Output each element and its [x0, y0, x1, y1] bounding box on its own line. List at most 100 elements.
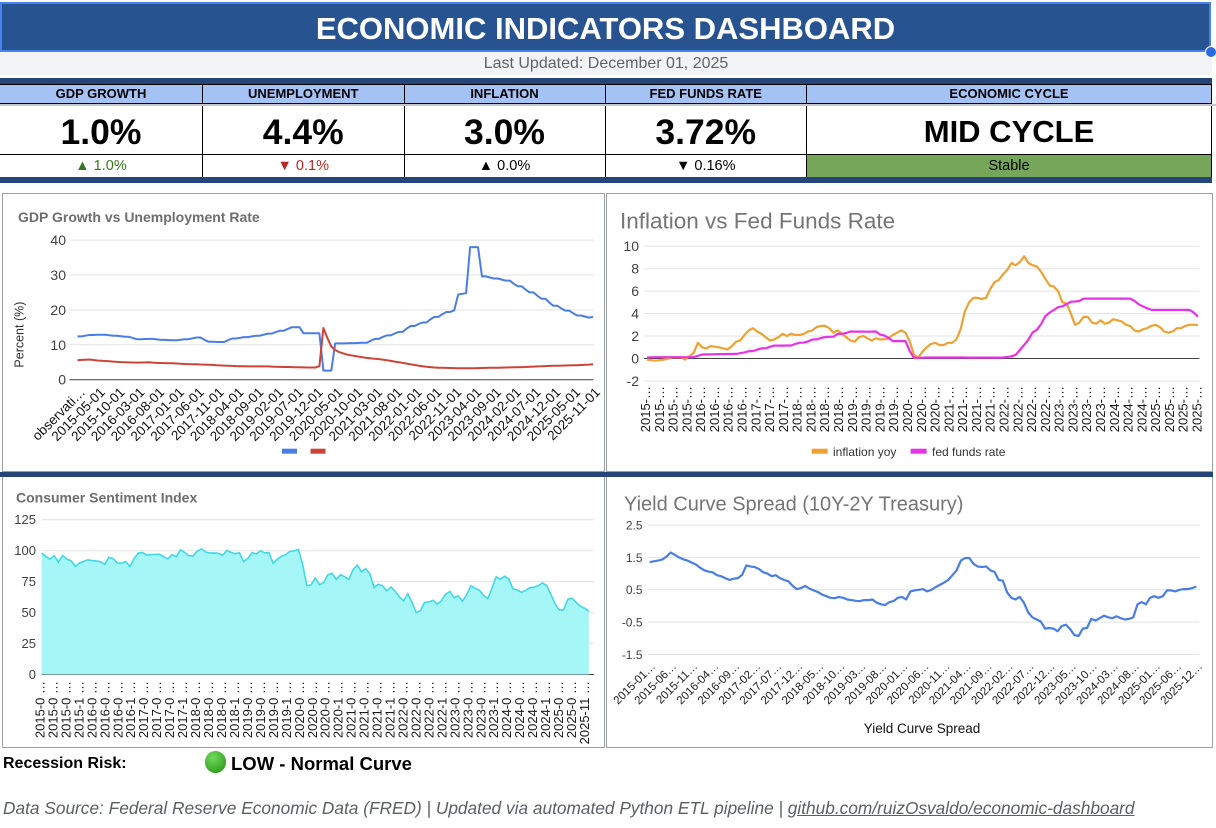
svg-text:2023-1 …: 2023-1 … [486, 681, 501, 738]
svg-text:2018-0 …: 2018-0 … [188, 681, 203, 738]
svg-text:0.5: 0.5 [626, 583, 643, 597]
svg-text:2016-…: 2016-… [707, 386, 722, 432]
svg-text:2021-0 …: 2021-0 … [370, 681, 385, 738]
svg-text:0: 0 [29, 667, 36, 682]
svg-text:2015-0 …: 2015-0 … [46, 681, 61, 738]
svg-text:2018-…: 2018-… [803, 386, 818, 432]
svg-text:10: 10 [623, 238, 639, 254]
svg-text:2017-…: 2017-… [776, 386, 791, 432]
svg-text:50: 50 [22, 605, 36, 620]
svg-text:8: 8 [631, 261, 639, 277]
svg-text:2018-…: 2018-… [790, 386, 805, 432]
svg-text:2017-0 …: 2017-0 … [162, 681, 177, 738]
svg-text:2023-…: 2023-… [1065, 386, 1080, 432]
svg-text:2020-…: 2020-… [914, 386, 929, 432]
svg-text:Percent (%): Percent (%) [13, 302, 27, 368]
svg-text:2024-…: 2024-… [1121, 386, 1136, 432]
svg-text:2022-…: 2022-… [1038, 386, 1053, 432]
svg-text:2018-…: 2018-… [831, 386, 846, 432]
svg-text:2018-0 …: 2018-0 … [201, 681, 216, 738]
svg-text:2022-…: 2022-… [1024, 386, 1039, 432]
svg-text:100: 100 [14, 543, 36, 558]
svg-text:1.5: 1.5 [626, 550, 643, 564]
svg-text:fed funds rate: fed funds rate [932, 445, 1006, 459]
svg-text:2017-…: 2017-… [762, 386, 777, 432]
svg-text:2024-…: 2024-… [1134, 386, 1149, 432]
svg-text:2024-0 …: 2024-0 … [512, 681, 527, 738]
svg-text:2.5: 2.5 [626, 518, 643, 532]
svg-text:2021-…: 2021-… [955, 386, 970, 432]
svg-text:20: 20 [50, 302, 66, 318]
svg-text:2017-1 …: 2017-1 … [175, 681, 190, 738]
svg-text:2016-0 …: 2016-0 … [97, 681, 112, 738]
svg-text:2022-…: 2022-… [1010, 386, 1025, 432]
svg-text:-2: -2 [627, 373, 640, 389]
svg-text:Consumer Sentiment Index: Consumer Sentiment Index [16, 489, 197, 505]
svg-text:2021-…: 2021-… [983, 386, 998, 432]
svg-text:2019-…: 2019-… [886, 386, 901, 432]
svg-text:2015-0 …: 2015-0 … [58, 681, 73, 738]
svg-text:2024-1 …: 2024-1 … [538, 681, 553, 738]
svg-text:2022-0 …: 2022-0 … [409, 681, 424, 738]
svg-text:Yield Curve Spread (10Y-2Y Tre: Yield Curve Spread (10Y-2Y Treasury) [624, 493, 963, 515]
svg-text:2020-0 …: 2020-0 … [292, 681, 307, 738]
svg-text:2023-0 …: 2023-0 … [447, 681, 462, 738]
svg-text:2023-…: 2023-… [1052, 386, 1067, 432]
svg-text:2022-0 …: 2022-0 … [421, 681, 436, 738]
svg-text:2015-0 …: 2015-0 … [33, 681, 48, 738]
svg-text:2021-0 …: 2021-0 … [357, 681, 372, 738]
svg-text:2015-…: 2015-… [652, 386, 667, 432]
svg-text:2017-…: 2017-… [748, 386, 763, 432]
svg-text:2020-…: 2020-… [900, 386, 915, 432]
svg-text:6: 6 [631, 283, 639, 299]
svg-text:2022-…: 2022-… [997, 386, 1012, 432]
svg-text:2019-1 …: 2019-1 … [279, 681, 294, 738]
svg-text:2019-…: 2019-… [859, 386, 874, 432]
svg-text:2: 2 [631, 328, 639, 344]
svg-text:2024-0 …: 2024-0 … [525, 681, 540, 738]
svg-text:2018-0 …: 2018-0 … [214, 681, 229, 738]
svg-text:2015-…: 2015-… [638, 386, 653, 432]
svg-text:2016-0 …: 2016-0 … [84, 681, 99, 738]
svg-text:2025-0 …: 2025-0 … [564, 681, 579, 738]
svg-text:40: 40 [50, 232, 66, 248]
svg-text:2020-1 …: 2020-1 … [331, 681, 346, 738]
svg-text:2023-…: 2023-… [1093, 386, 1108, 432]
svg-text:Inflation vs Fed Funds Rate: Inflation vs Fed Funds Rate [620, 209, 895, 234]
svg-text:2024-…: 2024-… [1107, 386, 1122, 432]
svg-text:125: 125 [14, 512, 36, 527]
svg-text:2016-1 …: 2016-1 … [123, 681, 138, 738]
svg-text:2023-0 …: 2023-0 … [473, 681, 488, 738]
svg-text:2016-…: 2016-… [721, 386, 736, 432]
svg-text:2015-…: 2015-… [679, 386, 694, 432]
svg-text:2025-…: 2025-… [1176, 386, 1191, 432]
svg-text:2019-…: 2019-… [845, 386, 860, 432]
svg-text:2020-…: 2020-… [928, 386, 943, 432]
svg-text:2025-11 …: 2025-11 … [577, 681, 592, 744]
svg-text:4: 4 [631, 306, 639, 322]
svg-text:2025-…: 2025-… [1148, 386, 1163, 432]
svg-text:10: 10 [50, 337, 66, 353]
svg-text:2015-…: 2015-… [666, 386, 681, 432]
svg-text:2025-…: 2025-… [1190, 386, 1205, 432]
svg-text:2023-…: 2023-… [1079, 386, 1094, 432]
svg-text:Yield Curve Spread: Yield Curve Spread [864, 721, 981, 736]
svg-text:0: 0 [631, 351, 639, 367]
svg-text:2018-1 …: 2018-1 … [227, 681, 242, 738]
svg-text:2020-0 …: 2020-0 … [305, 681, 320, 738]
svg-text:75: 75 [22, 574, 36, 589]
svg-text:0: 0 [58, 372, 66, 388]
svg-text:2016-0 …: 2016-0 … [110, 681, 125, 738]
svg-text:2021-…: 2021-… [969, 386, 984, 432]
svg-text:inflation yoy: inflation yoy [833, 445, 896, 459]
svg-text:-0.5: -0.5 [622, 615, 643, 629]
svg-text:2016-…: 2016-… [735, 386, 750, 432]
svg-text:2021-0 …: 2021-0 … [344, 681, 359, 738]
svg-text:25: 25 [22, 636, 36, 651]
svg-text:2015-1 …: 2015-1 … [71, 681, 86, 738]
svg-text:2019-0 …: 2019-0 … [253, 681, 268, 738]
svg-text:2019-…: 2019-… [872, 386, 887, 432]
svg-text:2017-0 …: 2017-0 … [136, 681, 151, 738]
svg-text:2022-1 …: 2022-1 … [434, 681, 449, 738]
svg-text:2019-0 …: 2019-0 … [240, 681, 255, 738]
